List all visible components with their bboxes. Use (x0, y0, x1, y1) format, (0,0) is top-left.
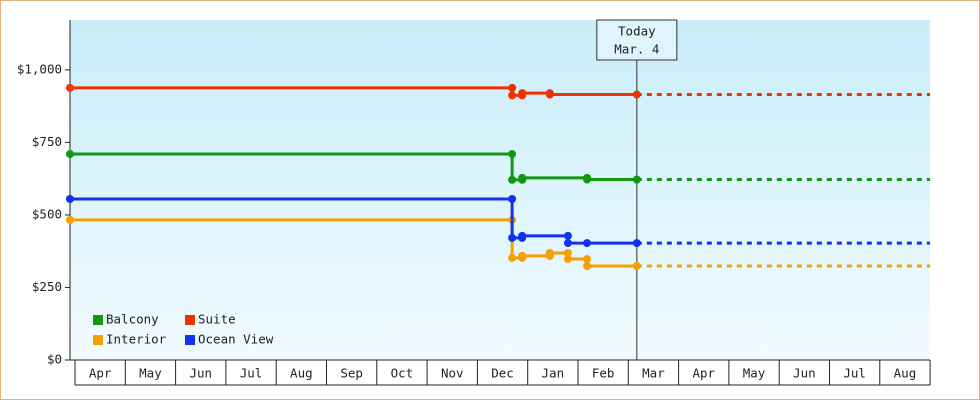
x-tick-label: Mar (642, 366, 665, 381)
legend-swatch (93, 315, 103, 325)
x-tick-label: Aug (290, 366, 313, 381)
x-tick-label: Apr (89, 366, 112, 381)
x-tick-label: Nov (441, 366, 464, 381)
data-point (583, 175, 592, 184)
data-point (518, 173, 527, 182)
data-point (508, 233, 517, 242)
x-tick-label: Jun (189, 366, 212, 381)
today-label: Today (618, 24, 656, 39)
data-point (545, 90, 554, 99)
legend-label: Balcony (106, 312, 159, 327)
data-point (518, 89, 527, 98)
data-point (545, 248, 554, 257)
data-point (632, 175, 641, 184)
data-point (508, 253, 517, 262)
x-tick-label: Apr (692, 366, 715, 381)
y-tick-label: $750 (32, 134, 62, 149)
x-tick-label: Sep (340, 366, 363, 381)
x-tick-label: Jan (542, 366, 565, 381)
legend-swatch (185, 315, 195, 325)
data-point (65, 83, 74, 92)
y-tick-label: $250 (32, 279, 62, 294)
data-point (518, 231, 527, 240)
legend-label: Suite (198, 312, 236, 327)
data-point (65, 150, 74, 159)
data-point (583, 262, 592, 271)
data-point (65, 215, 74, 224)
data-point (508, 175, 517, 184)
data-point (508, 150, 517, 159)
data-point (563, 255, 572, 264)
data-point (583, 239, 592, 248)
plot-area (70, 20, 930, 360)
data-point (518, 251, 527, 260)
x-tick-label: Aug (894, 366, 917, 381)
x-tick-label: Dec (491, 366, 514, 381)
today-date: Mar. 4 (614, 42, 659, 57)
x-tick-label: May (139, 366, 162, 381)
today-box (596, 19, 678, 61)
data-point (632, 239, 641, 248)
x-tick-label: Jun (793, 366, 816, 381)
x-tick-label: May (743, 366, 766, 381)
y-tick-label: $1,000 (17, 61, 62, 76)
data-point (563, 239, 572, 248)
legend-label: Interior (106, 332, 167, 347)
x-tick-label: Oct (391, 366, 414, 381)
data-point (508, 83, 517, 92)
data-point (632, 90, 641, 99)
data-point (508, 91, 517, 100)
y-tick-label: $500 (32, 206, 62, 221)
data-point (583, 255, 592, 264)
legend-swatch (93, 335, 103, 345)
y-tick-label: $0 (47, 352, 62, 367)
data-point (563, 231, 572, 240)
legend-swatch (185, 335, 195, 345)
data-point (632, 262, 641, 271)
x-tick-label: Jul (843, 366, 866, 381)
x-tick-label: Feb (592, 366, 615, 381)
legend-label: Ocean View (198, 332, 274, 347)
x-tick-label: Jul (240, 366, 263, 381)
data-point (65, 194, 74, 203)
data-point (563, 248, 572, 257)
data-point (508, 194, 517, 203)
